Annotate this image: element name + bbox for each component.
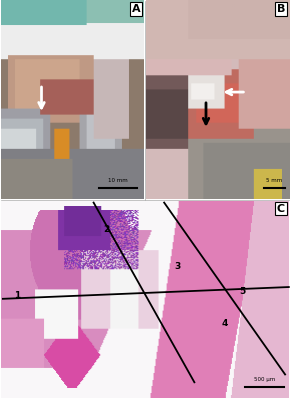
Text: 2: 2 (104, 224, 110, 234)
Text: C: C (277, 204, 285, 214)
Text: 10 mm: 10 mm (108, 178, 128, 183)
Text: B: B (277, 4, 285, 14)
Text: A: A (131, 4, 140, 14)
Text: 3: 3 (174, 262, 180, 271)
Text: 5: 5 (239, 288, 245, 296)
Text: 5 mm: 5 mm (266, 178, 282, 183)
Text: 1: 1 (14, 291, 20, 300)
Text: 4: 4 (222, 319, 228, 328)
Text: 500 μm: 500 μm (253, 377, 275, 382)
